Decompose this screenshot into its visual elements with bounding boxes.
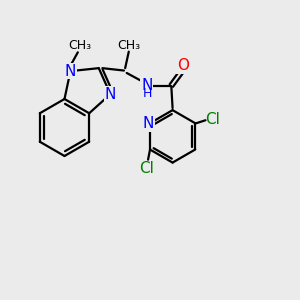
Text: O: O [177, 58, 189, 73]
Text: Cl: Cl [205, 112, 220, 127]
Text: N: N [143, 116, 154, 131]
Text: CH₃: CH₃ [68, 39, 91, 52]
Text: N: N [65, 64, 76, 79]
Text: H: H [143, 87, 152, 101]
Text: Cl: Cl [140, 161, 154, 176]
Text: N: N [141, 78, 152, 93]
Text: CH₃: CH₃ [117, 39, 140, 52]
Text: N: N [105, 87, 116, 102]
